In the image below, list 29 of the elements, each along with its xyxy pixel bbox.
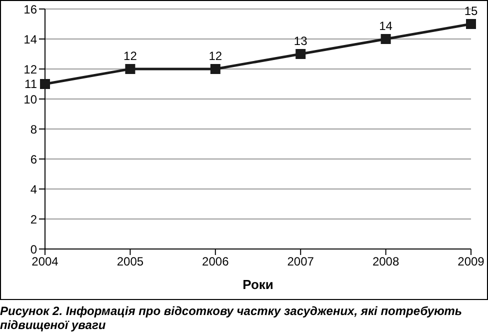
point xyxy=(296,49,306,59)
point xyxy=(380,34,391,44)
text: Рисунок 2. Інформація про відсоткову частку засуджених, які потребують підвищеної уваги xyxy=(0,304,464,332)
point xyxy=(210,64,220,74)
x-tick-label: 2007 xyxy=(287,254,314,269)
data-label: 11 xyxy=(24,77,38,91)
y-tick-label: 10 xyxy=(24,92,38,106)
y-tick-label: 6 xyxy=(30,152,38,166)
data-label: 12 xyxy=(208,49,222,63)
x-tick-label: 2008 xyxy=(372,254,400,269)
point xyxy=(40,79,50,89)
x-tick-label: 2009 xyxy=(458,254,485,269)
x-tick-label: 2006 xyxy=(202,254,230,269)
data-label: 15 xyxy=(464,4,478,18)
x-tick-label: 2005 xyxy=(116,254,144,269)
data-label: 12 xyxy=(124,49,138,63)
y-tick-label: 12 xyxy=(24,62,38,76)
x-tick-label: 2004 xyxy=(32,254,59,269)
data-label: 14 xyxy=(379,19,393,33)
y-tick-label: 16 xyxy=(24,2,38,16)
point xyxy=(466,19,476,29)
y-tick-label: 0 xyxy=(30,242,38,256)
point xyxy=(125,64,136,74)
data-label: 13 xyxy=(294,34,308,48)
y-tick-label: 14 xyxy=(24,32,38,46)
y-tick-label: 8 xyxy=(30,122,38,136)
x-axis-title: Роки xyxy=(242,277,274,292)
y-tick-label: 2 xyxy=(30,212,38,226)
y-tick-label: 4 xyxy=(30,182,38,196)
